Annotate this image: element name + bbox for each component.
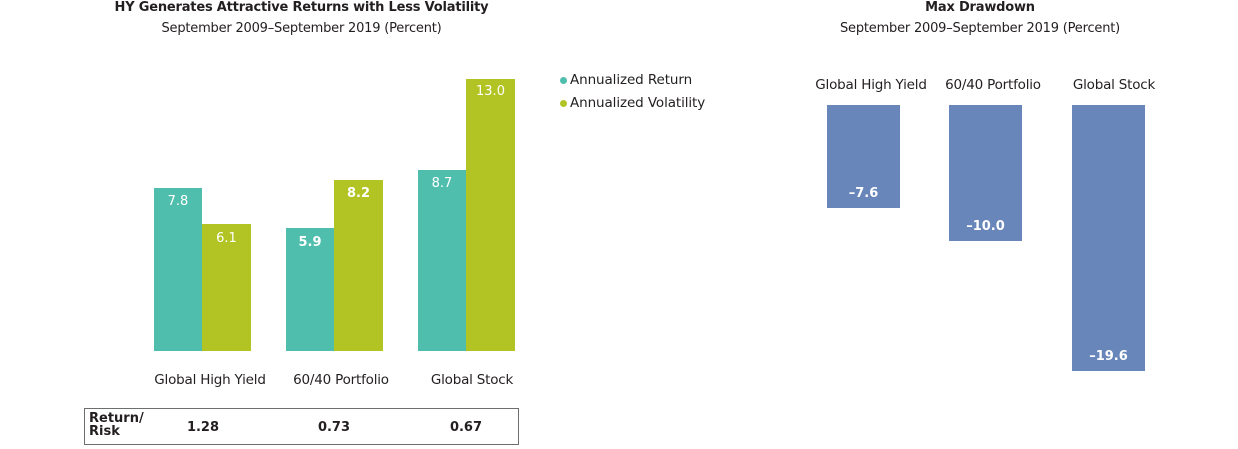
chart-subtitle: September 2009–September 2019 (Percent) bbox=[839, 21, 1121, 36]
legend-dot-icon bbox=[560, 99, 567, 107]
category-label-60-40-portfolio: 60/40 Portfolio bbox=[293, 372, 389, 388]
chart-title: HY Generates Attractive Returns with Les… bbox=[114, 0, 489, 15]
category-label-60-40-portfolio: 60/40 Portfolio bbox=[945, 77, 1041, 93]
bar-value-label: –19.6 bbox=[1089, 349, 1128, 364]
bar-drawdown-60-40-portfolio: –10.0 bbox=[949, 105, 1022, 241]
legend-item-annualized-volatility: Annualized Volatility bbox=[560, 95, 705, 111]
bar-value-label: 13.0 bbox=[476, 84, 505, 99]
bar-value-label: 7.8 bbox=[167, 194, 189, 209]
bar-value-label: 6.1 bbox=[216, 231, 237, 246]
return-risk-table: Return/ Risk 1.28 0.73 0.67 bbox=[84, 408, 519, 445]
bar-volatility-global-stock: 13.0 bbox=[466, 79, 515, 351]
bar-drawdown-global-high-yield: –7.6 bbox=[827, 105, 900, 208]
return-risk-global-stock: 0.67 bbox=[449, 420, 483, 435]
bar-value-label: 8.7 bbox=[431, 176, 453, 191]
bar-value-label: –7.6 bbox=[848, 186, 879, 201]
row-header-line: Risk bbox=[89, 424, 120, 439]
legend-label: Annualized Volatility bbox=[570, 95, 706, 111]
legend-label: Annualized Return bbox=[570, 72, 693, 88]
category-label-global-stock: Global Stock bbox=[1072, 77, 1156, 93]
return-risk-row-header: Return/ Risk bbox=[89, 412, 144, 438]
bar-value-label: 8.2 bbox=[346, 186, 371, 201]
bar-return-global-high-yield: 7.8 bbox=[154, 188, 202, 351]
bar-value-label: –10.0 bbox=[966, 219, 1005, 234]
bar-volatility-global-high-yield: 6.1 bbox=[202, 224, 251, 351]
bar-return-60-40-portfolio: 5.9 bbox=[286, 228, 334, 351]
category-label-global-high-yield: Global High Yield bbox=[815, 77, 927, 93]
return-risk-global-high-yield: 1.28 bbox=[186, 420, 220, 435]
return-risk-60-40-portfolio: 0.73 bbox=[317, 420, 351, 435]
bar-value-label: 5.9 bbox=[298, 235, 322, 250]
chart-subtitle: September 2009–September 2019 (Percent) bbox=[161, 21, 442, 36]
bar-return-global-stock: 8.7 bbox=[418, 170, 466, 351]
legend-item-annualized-return: Annualized Return bbox=[560, 72, 692, 88]
chart-title: Max Drawdown bbox=[925, 0, 1035, 15]
category-label-global-high-yield: Global High Yield bbox=[154, 372, 266, 388]
bar-volatility-60-40-portfolio: 8.2 bbox=[334, 180, 383, 351]
category-label-global-stock: Global Stock bbox=[430, 372, 514, 388]
row-header-line: Return/ bbox=[89, 411, 144, 426]
legend-dot-icon bbox=[560, 76, 567, 84]
bar-drawdown-global-stock: –19.6 bbox=[1072, 105, 1145, 371]
